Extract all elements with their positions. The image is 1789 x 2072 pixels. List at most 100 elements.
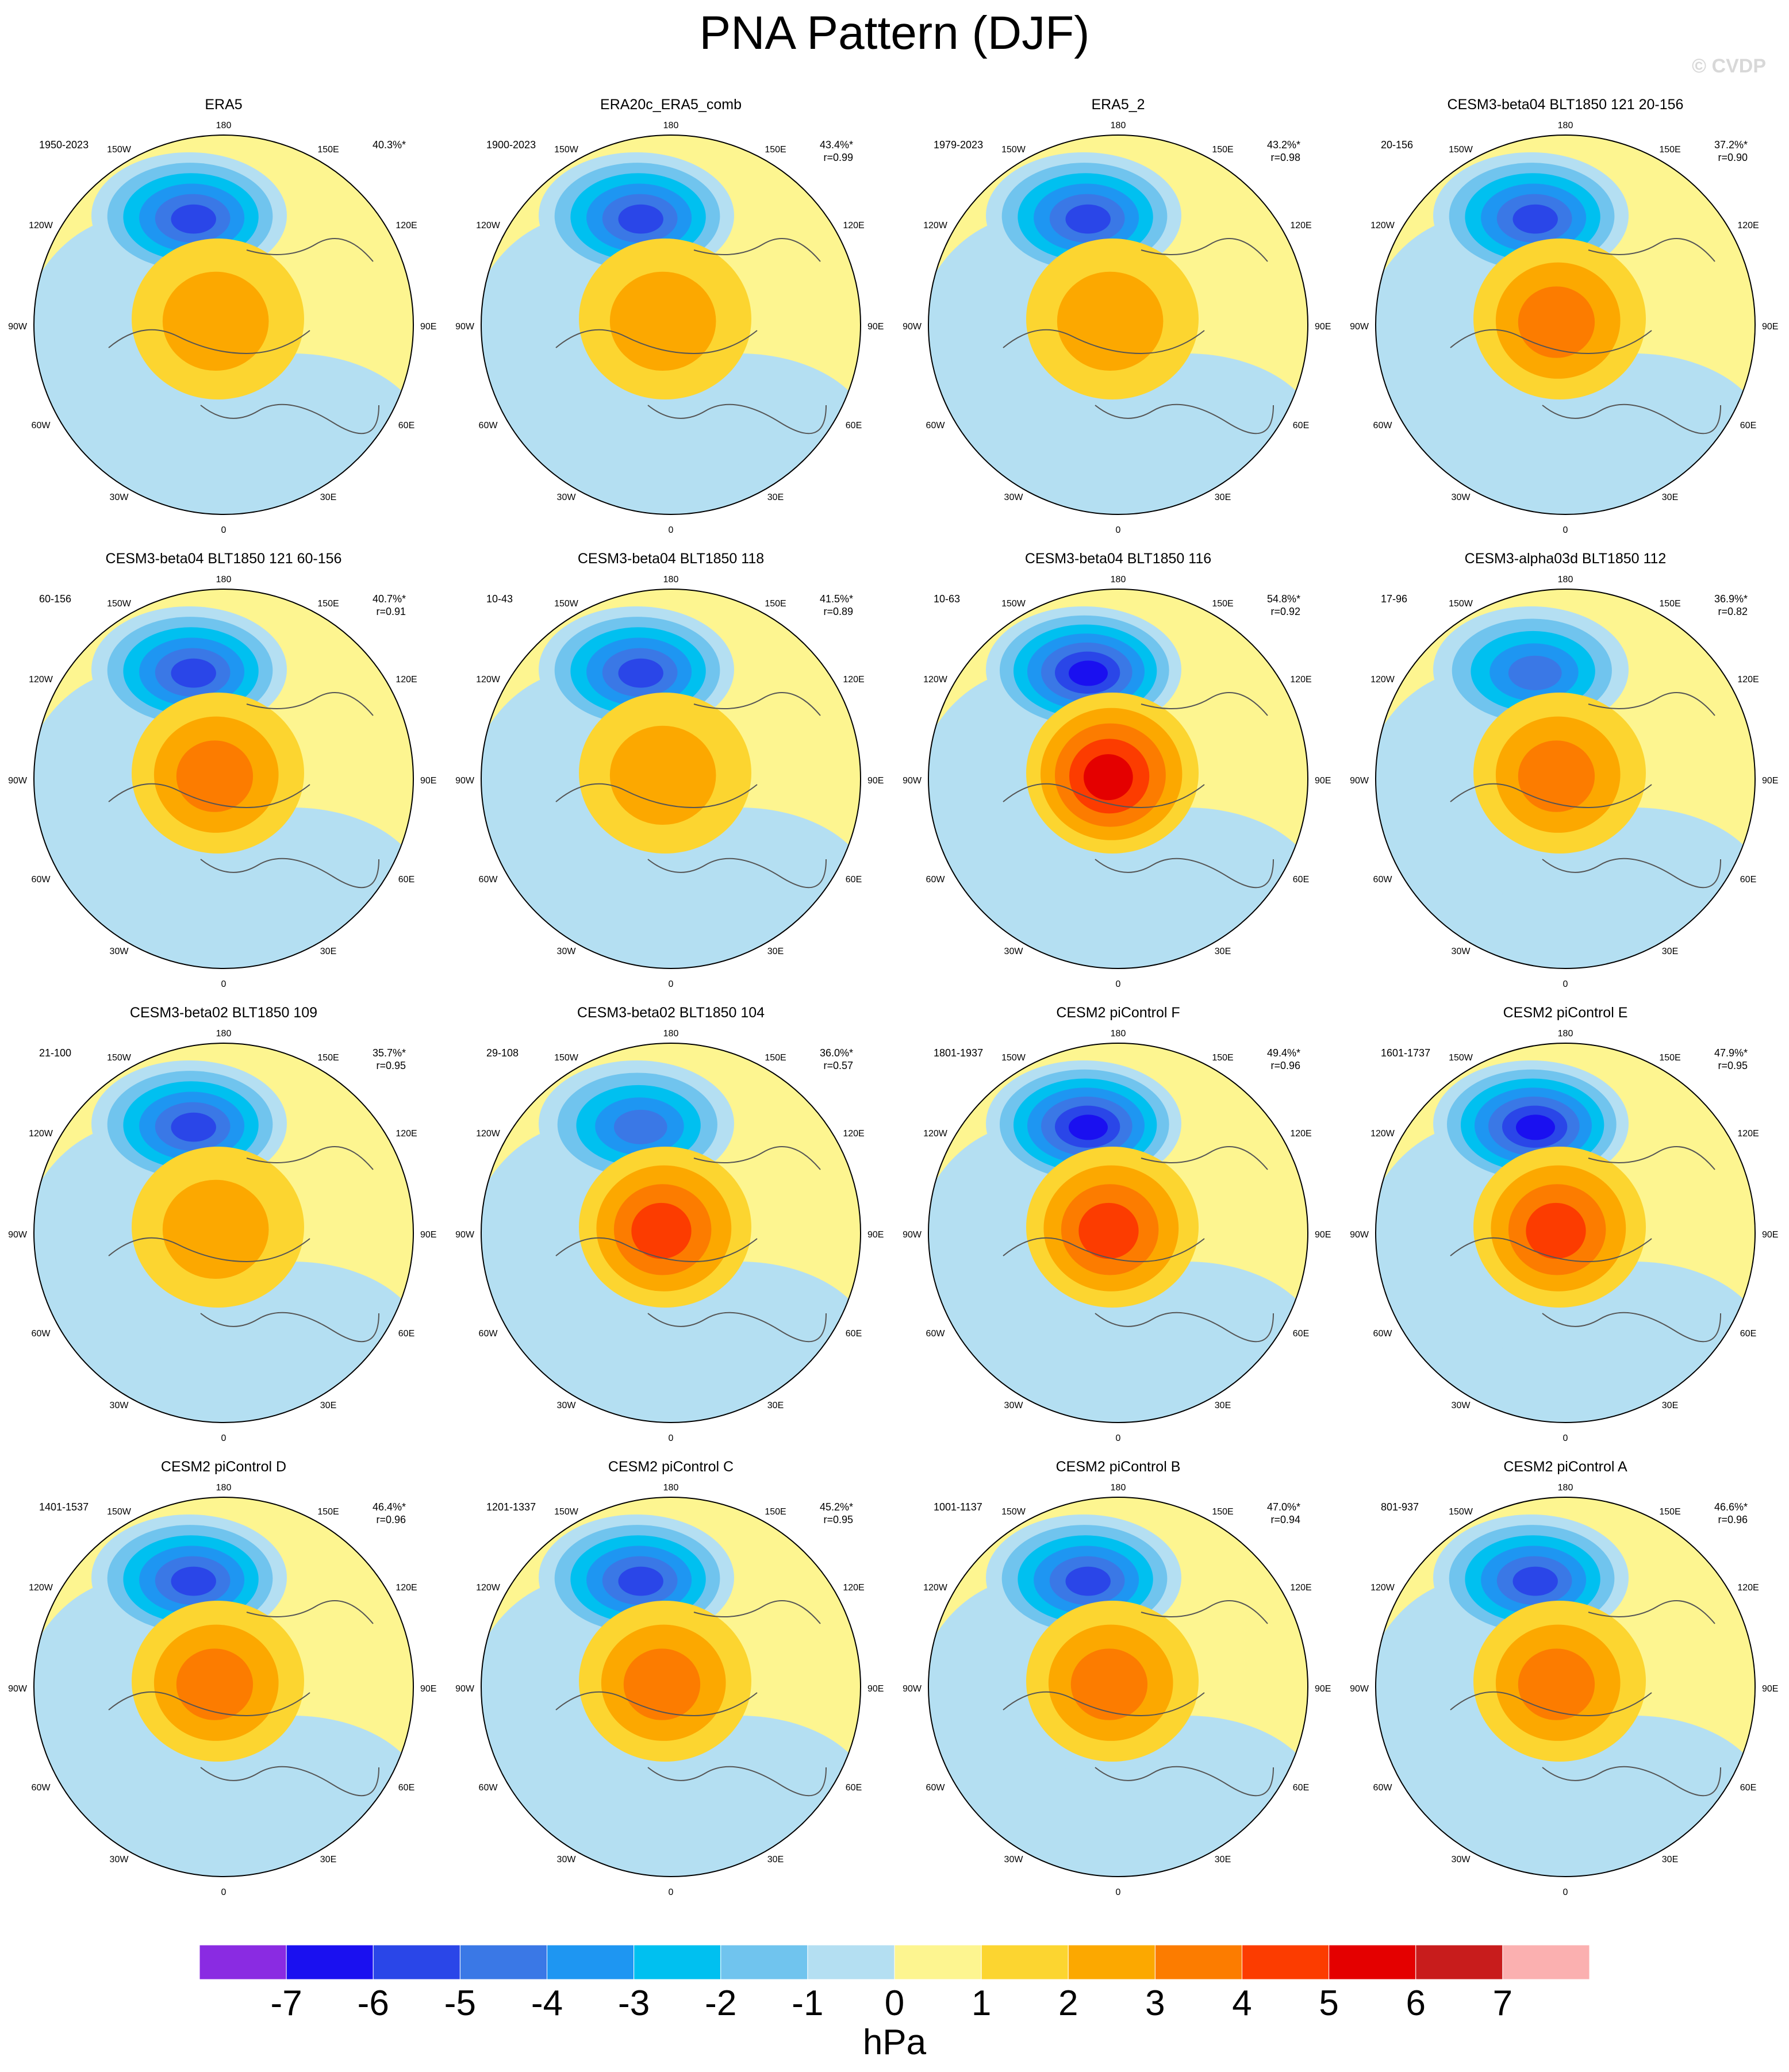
longitude-label: 30W xyxy=(1004,947,1024,956)
longitude-label: 120E xyxy=(1290,1583,1311,1593)
longitude-label: 180 xyxy=(1111,121,1126,130)
longitude-label: 150E xyxy=(1212,145,1233,155)
colorbar-swatch xyxy=(720,1945,808,1979)
longitude-label: 0 xyxy=(669,1433,674,1443)
longitude-label: 90W xyxy=(1350,1230,1369,1240)
longitude-label: 90W xyxy=(903,776,922,786)
longitude-label: 120W xyxy=(1370,1583,1395,1593)
map-panel: ERA5_2 180 150W 150E 120W 120E 90W 90E 60W 60E 30W… xyxy=(894,86,1342,540)
panel-title: CESM3-beta02 BLT1850 104 xyxy=(577,1005,765,1021)
longitude-label: 90W xyxy=(903,1684,922,1694)
variance-explained-label: 45.2%* xyxy=(820,1501,853,1513)
longitude-label: 0 xyxy=(1563,979,1568,989)
longitude-label: 30W xyxy=(110,947,129,956)
longitude-label: 60W xyxy=(926,421,946,430)
longitude-label: 0 xyxy=(669,1888,674,1897)
longitude-label: 180 xyxy=(216,575,232,585)
longitude-label: 90E xyxy=(1762,1230,1778,1240)
polar-map: 180 150W 150E 120W 120E 90W 90E 60W 60E 30W 30E 0 14… xyxy=(8,1483,436,1897)
polar-map: 180 150W 150E 120W 120E 90W 90E 60W 60E 30W 30E 0 19… xyxy=(903,121,1331,535)
longitude-label: 30E xyxy=(1215,1401,1231,1410)
longitude-label: 90E xyxy=(1315,1684,1331,1694)
map-panel: CESM3-beta04 BLT1850 121 60-156 180 150W 15… xyxy=(0,540,447,994)
longitude-label: 120W xyxy=(923,675,948,685)
longitude-label: 30E xyxy=(1662,1401,1678,1410)
colorbar-swatch xyxy=(981,1945,1069,1979)
colorbar-swatch xyxy=(1502,1945,1590,1979)
panel-title: CESM3-beta04 BLT1850 121 20-156 xyxy=(1447,97,1684,113)
longitude-label: 90W xyxy=(8,1684,28,1694)
longitude-label: 30W xyxy=(110,1401,129,1410)
colorbar-swatch xyxy=(1068,1945,1155,1979)
panel-title: ERA5_2 xyxy=(1091,97,1145,113)
longitude-label: 60W xyxy=(479,875,498,885)
polar-map: 180 150W 150E 120W 120E 90W 90E 60W 60E 30W 30E 0 17… xyxy=(1350,575,1778,989)
longitude-label: 60W xyxy=(32,875,51,885)
longitude-label: 90W xyxy=(455,1684,475,1694)
panel-title: ERA20c_ERA5_comb xyxy=(600,97,742,113)
longitude-label: 120E xyxy=(1290,221,1311,230)
longitude-label: 180 xyxy=(216,121,232,130)
map-panel: CESM2 piControl F 180 150W 150E 120W 120E 90W 9… xyxy=(894,994,1342,1448)
longitude-label: 90E xyxy=(867,776,884,786)
longitude-label: 150E xyxy=(1212,1053,1233,1063)
longitude-label: 30E xyxy=(1662,947,1678,956)
longitude-label: 120E xyxy=(396,675,417,685)
longitude-label: 150W xyxy=(1001,1053,1026,1063)
longitude-label: 120W xyxy=(29,675,53,685)
years-label: 10-43 xyxy=(486,593,513,605)
panel-title: CESM2 piControl E xyxy=(1503,1005,1628,1021)
longitude-label: 30E xyxy=(320,1401,336,1410)
longitude-label: 60E xyxy=(1293,1783,1309,1793)
variance-explained-label: 36.9%* xyxy=(1714,593,1748,605)
longitude-label: 60E xyxy=(846,1783,862,1793)
panel-title: ERA5 xyxy=(205,97,243,113)
pattern-correlation-label: r=0.91 xyxy=(376,606,406,617)
longitude-label: 30W xyxy=(1004,1401,1024,1410)
colorbar-swatch xyxy=(634,1945,721,1979)
map-panel: ERA5 180 150W 150E 120W 120E 90W 90E 60W 60E 30W 30… xyxy=(0,86,447,540)
longitude-label: 0 xyxy=(1116,525,1121,535)
map-panel: CESM2 piControl B 180 150W 150E 120W 120E 90W 9… xyxy=(894,1448,1342,1902)
years-label: 1001-1137 xyxy=(934,1501,982,1513)
polar-map: 180 150W 150E 120W 120E 90W 90E 60W 60E 30W 30E 0 16… xyxy=(1350,1029,1778,1443)
colorbar-tick-label: 4 xyxy=(1232,1983,1252,2023)
longitude-label: 90E xyxy=(1762,1684,1778,1694)
longitude-label: 150W xyxy=(1449,1053,1473,1063)
longitude-label: 120W xyxy=(476,221,501,230)
longitude-label: 0 xyxy=(1116,1888,1121,1897)
map-panel: CESM2 piControl D 180 150W 150E 120W 120E 90W 9… xyxy=(0,1448,447,1902)
colorbar-tick-label: -3 xyxy=(618,1983,650,2023)
longitude-label: 120E xyxy=(843,1129,864,1139)
variance-explained-label: 47.0%* xyxy=(1267,1501,1300,1513)
longitude-label: 30E xyxy=(320,947,336,956)
longitude-label: 150E xyxy=(1659,599,1680,609)
longitude-label: 60W xyxy=(926,875,946,885)
map-panel: CESM2 piControl C 180 150W 150E 120W 120E 90W 9… xyxy=(447,1448,894,1902)
longitude-label: 90W xyxy=(455,1230,475,1240)
colorbar-tick-label: 2 xyxy=(1058,1983,1078,2023)
longitude-label: 90W xyxy=(8,322,28,332)
longitude-label: 60E xyxy=(1293,421,1309,430)
variance-explained-label: 41.5%* xyxy=(820,593,853,605)
longitude-label: 150W xyxy=(1449,145,1473,155)
longitude-label: 30W xyxy=(557,947,577,956)
map-panel: ERA20c_ERA5_comb 180 150W 150E 120W 120E 90W 90… xyxy=(447,86,894,540)
colorbar-units: hPa xyxy=(862,2023,927,2062)
variance-explained-label: 43.2%* xyxy=(1267,139,1300,151)
longitude-label: 60W xyxy=(1373,1329,1393,1339)
longitude-label: 60W xyxy=(479,421,498,430)
longitude-label: 30W xyxy=(1452,947,1471,956)
pattern-correlation-label: r=0.95 xyxy=(1718,1060,1748,1071)
pattern-correlation-label: r=0.96 xyxy=(1718,1514,1748,1525)
longitude-label: 90W xyxy=(1350,322,1369,332)
years-label: 17-96 xyxy=(1381,593,1407,605)
variance-explained-label: 40.7%* xyxy=(373,593,406,605)
map-panel: CESM3-beta04 BLT1850 118 180 150W 150E 120W 1… xyxy=(447,540,894,994)
longitude-label: 150W xyxy=(554,145,579,155)
longitude-label: 90W xyxy=(1350,1684,1369,1694)
colorbar-tick-label: -1 xyxy=(792,1983,824,2023)
pattern-correlation-label: r=0.95 xyxy=(376,1060,406,1071)
polar-map: 180 150W 150E 120W 120E 90W 90E 60W 60E 30W 30E 0 29… xyxy=(455,1029,884,1443)
longitude-label: 60E xyxy=(846,1329,862,1339)
